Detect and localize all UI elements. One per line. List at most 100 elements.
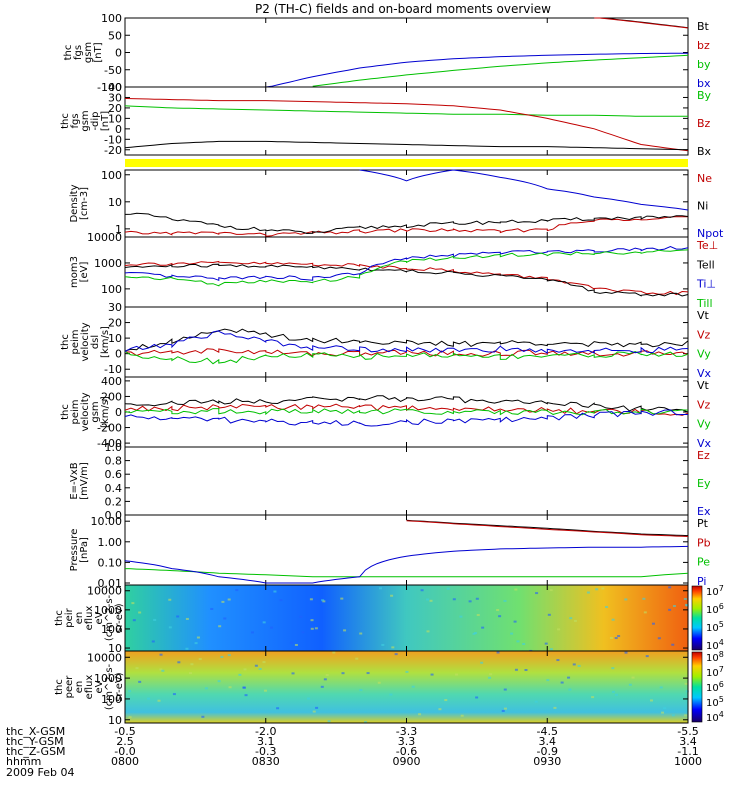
spectrogram-speckle <box>672 605 676 608</box>
legend-Ez: Ez <box>697 449 710 462</box>
y-tick-label: 20 <box>108 102 122 115</box>
spectrogram-speckle <box>430 673 434 676</box>
footer-ephemeris: thc_X-GSM -0.5 -2.0 -3.3 -4.5 -5.5 thc_Y-GSM 2.… <box>6 725 702 768</box>
spectrogram-speckle <box>503 688 507 691</box>
y-tick-label: 1000 <box>94 604 122 617</box>
spectrogram-speckle <box>605 605 609 608</box>
y-tick-label: 0 <box>115 123 122 136</box>
spectrogram-speckle <box>168 598 172 601</box>
y-tick-label: 1 <box>115 223 122 236</box>
spectrogram-speckle <box>238 673 242 676</box>
series-line-By <box>124 105 688 117</box>
spectrogram-speckle <box>323 678 327 681</box>
footer-value: 0800 <box>111 755 139 768</box>
spectrogram-speckle <box>611 618 615 621</box>
spectrogram-speckle <box>556 659 560 662</box>
spectrogram-speckle <box>294 643 298 646</box>
y-tick-label: 10000 <box>87 651 122 664</box>
series-line-Till <box>124 249 689 287</box>
spectrogram-speckle <box>553 706 557 709</box>
spectrogram-speckle <box>476 614 480 617</box>
y-tick-label: -10 <box>104 363 122 376</box>
panel-9: 10710610510410000100010010thcpeireneflux… <box>54 584 724 655</box>
spectrogram-speckle <box>262 621 266 624</box>
spectrogram-speckle <box>488 676 492 679</box>
y-tick-label: 10 <box>108 196 122 209</box>
y-axis-label: thcfgsgsm[nT] <box>63 42 104 63</box>
y-tick-label: 200 <box>101 390 122 403</box>
y-tick-label: 10 <box>108 332 122 345</box>
spectrogram-speckle <box>568 688 572 691</box>
spectrogram-speckle <box>243 668 247 671</box>
y-tick-label: 0.0 <box>105 509 123 522</box>
y-tick-label: 40 <box>108 81 122 94</box>
spectrogram-speckle <box>586 591 590 594</box>
spectrogram-speckle <box>322 600 326 603</box>
series-line-Pb <box>406 520 689 537</box>
legend-Bz: Bz <box>697 117 711 130</box>
series-line-Vt <box>124 395 689 413</box>
spectrogram-speckle <box>501 709 505 712</box>
spectrogram-speckle <box>549 589 553 592</box>
legend-Vy: Vy <box>697 418 711 431</box>
series-line-bz <box>594 17 689 29</box>
spectrogram-speckle <box>218 625 222 628</box>
spectrogram-speckle <box>327 720 331 723</box>
spectrogram-speckle <box>270 626 274 629</box>
footer-value: 0830 <box>252 755 280 768</box>
spectrogram-speckle <box>381 643 385 646</box>
spectrogram-speckle <box>446 587 450 590</box>
spectrogram-speckle <box>671 643 675 646</box>
y-tick-label: 1000 <box>94 672 122 685</box>
spectrogram-speckle <box>514 668 518 671</box>
y-tick-label: 100 <box>101 169 122 182</box>
spectrogram-speckle <box>496 609 500 612</box>
colorbar-tick-label: 104 <box>706 710 724 724</box>
legend-Pe: Pe <box>697 556 710 569</box>
spectrogram-speckle <box>524 668 528 671</box>
legend-By: By <box>697 89 712 102</box>
y-tick-label: 10000 <box>87 231 122 244</box>
spectrogram-speckle <box>452 598 456 601</box>
footer-value: -0.6 <box>396 745 417 758</box>
y-tick-label: 0.10 <box>98 556 123 569</box>
spectrogram-speckle <box>459 615 463 618</box>
spectrogram-speckle <box>510 632 514 635</box>
spectrogram-speckle <box>429 599 433 602</box>
series-line-by <box>312 54 689 87</box>
spectrogram-speckle <box>279 599 283 602</box>
spectrogram-speckle <box>516 640 520 643</box>
y-axis-label: thcpeirenefluxeV(cm^2-s-sr-eV) <box>54 594 125 641</box>
spectrogram-speckle <box>668 586 672 589</box>
spectrogram-speckle <box>426 630 430 633</box>
spectrogram-speckle <box>572 663 576 666</box>
spectrogram-speckle <box>273 590 277 593</box>
footer-value: 1000 <box>674 755 702 768</box>
spectrogram-speckle <box>379 587 383 590</box>
footer-value: 3.4 <box>539 735 557 748</box>
footer-value: -3.3 <box>396 725 417 738</box>
panel-3: 100 10 1 Density[cm-3] Ne Ni Npot <box>69 169 724 240</box>
spectrogram-speckle <box>217 680 221 683</box>
spectrogram-speckle <box>503 599 507 602</box>
legend-Ni: Ni <box>697 200 708 213</box>
spectrogram-speckle <box>657 637 661 640</box>
y-tick-label: 10 <box>108 642 122 655</box>
spectrogram-speckle <box>405 670 409 673</box>
footer-value: -0.3 <box>255 745 276 758</box>
y-tick-label: -400 <box>97 437 122 450</box>
spectrogram-speckle <box>438 708 442 711</box>
spectrogram-speckle <box>671 714 675 717</box>
spectrogram-speckle <box>364 721 368 724</box>
footer-value: -1.1 <box>677 745 698 758</box>
y-tick-label: 1.0 <box>105 441 123 454</box>
spectrogram-speckle <box>320 685 324 688</box>
spectrogram-speckle <box>418 713 422 716</box>
y-tick-label: 100 <box>101 623 122 636</box>
y-tick-label: 0.6 <box>105 468 123 481</box>
spectrogram-speckle <box>560 681 564 684</box>
spectrogram-speckle <box>651 622 655 625</box>
legend-Te⊥: Te⊥ <box>696 239 718 252</box>
